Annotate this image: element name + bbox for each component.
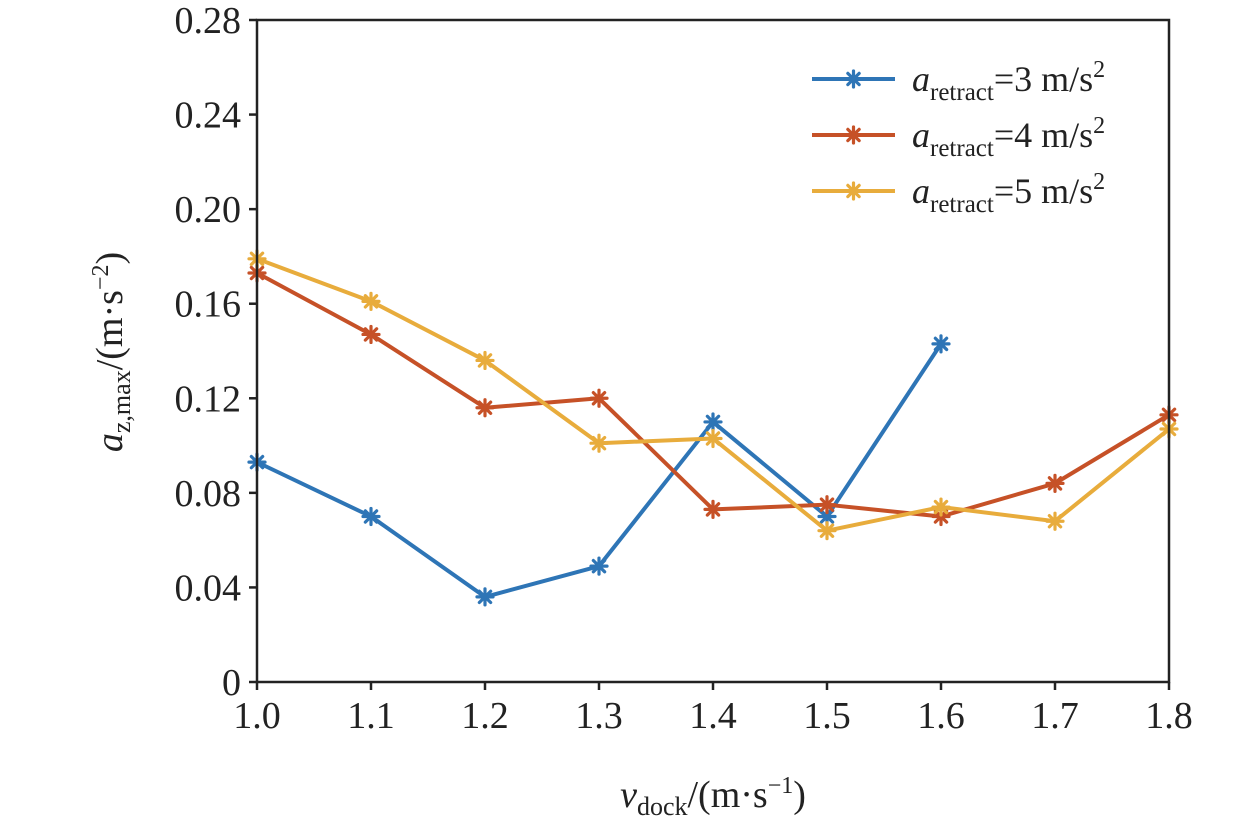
series-3-point-3 [475,350,495,371]
legend-marker [843,181,864,201]
y-axis-unit-exponent: −2 [88,265,114,291]
series-1-point-4 [589,556,609,576]
plot-background [257,20,1169,682]
x-axis-unit: /(m·s [688,774,768,816]
plot-area [257,20,1169,682]
series-3-point-6 [817,521,837,541]
legend-marker [843,69,864,89]
series-2-point-6 [817,495,837,515]
series-layer [247,249,1179,607]
series-3-point-5 [703,428,723,449]
x-tick-label: 1.2 [461,695,509,737]
x-tick-label: 1.0 [233,695,281,737]
y-axis-unit: /(m·s [89,290,131,370]
legend-label: aretract=3 m/s2 [912,57,1105,106]
x-tick-label: 1.3 [575,695,623,737]
series-2-point-4 [589,388,609,408]
x-tick-label: 1.6 [917,695,965,737]
series-2-point-8 [1045,473,1065,493]
legend: aretract=3 m/s2 aretract=4 m/s2 aretract=5… [812,57,1105,218]
y-axis-unit-close: ) [89,252,131,265]
y-tick-label: 0.08 [175,473,242,515]
x-axis-unit-close: ) [793,774,806,816]
series-2-point-5 [703,499,723,520]
x-axis-symbol: v [620,774,637,816]
series-1 [247,334,951,607]
y-tick-label: 0.28 [175,0,242,42]
x-tick-label: 1.7 [1031,695,1079,737]
y-tick-label: 0.20 [175,189,242,231]
legend-label: aretract=5 m/s2 [912,169,1105,218]
legend-item-3: aretract=5 m/s2 [812,169,1105,218]
legend-label: aretract=4 m/s2 [912,113,1105,162]
legend-item-1: aretract=3 m/s2 [812,57,1105,106]
series-3-point-8 [1045,511,1065,531]
x-tick-label: 1.8 [1145,695,1193,737]
x-tick-label: 1.5 [803,695,851,737]
x-axis-subscript: dock [637,792,688,821]
x-axis-title: vdock/(m·s−1) [620,773,806,821]
x-tick-label: 1.4 [689,695,737,737]
y-tick-label: 0.24 [175,95,242,137]
series-2-point-3 [475,398,495,418]
legend-item-2: aretract=4 m/s2 [812,113,1105,162]
series-3 [247,249,1179,541]
y-axis-title: az,max/(m·s−2) [88,252,136,452]
series-1-point-2 [361,506,381,527]
series-2-point-2 [361,324,381,345]
legend-marker [843,125,864,145]
y-axis-subscript: z,max [107,370,136,433]
series-3-point-2 [361,291,381,311]
series-1-point-7 [931,334,951,354]
y-axis-symbol: a [89,433,131,452]
x-axis-unit-exponent: −1 [768,773,794,799]
tick-layer: 1.0 1.1 1.2 1.3 1.4 1.5 1.6 1.7 1.8 0 0.04 0.08 0.12… [175,0,1193,737]
series-1-point-3 [475,587,495,607]
x-tick-label: 1.1 [347,695,395,737]
series-3-point-4 [589,433,609,453]
y-tick-label: 0.04 [175,567,242,609]
y-tick-label: 0.12 [175,378,242,420]
y-tick-label: 0 [222,662,241,704]
series-3-point-7 [931,497,951,517]
y-tick-label: 0.16 [175,284,242,326]
series-1-point-5 [703,412,723,432]
